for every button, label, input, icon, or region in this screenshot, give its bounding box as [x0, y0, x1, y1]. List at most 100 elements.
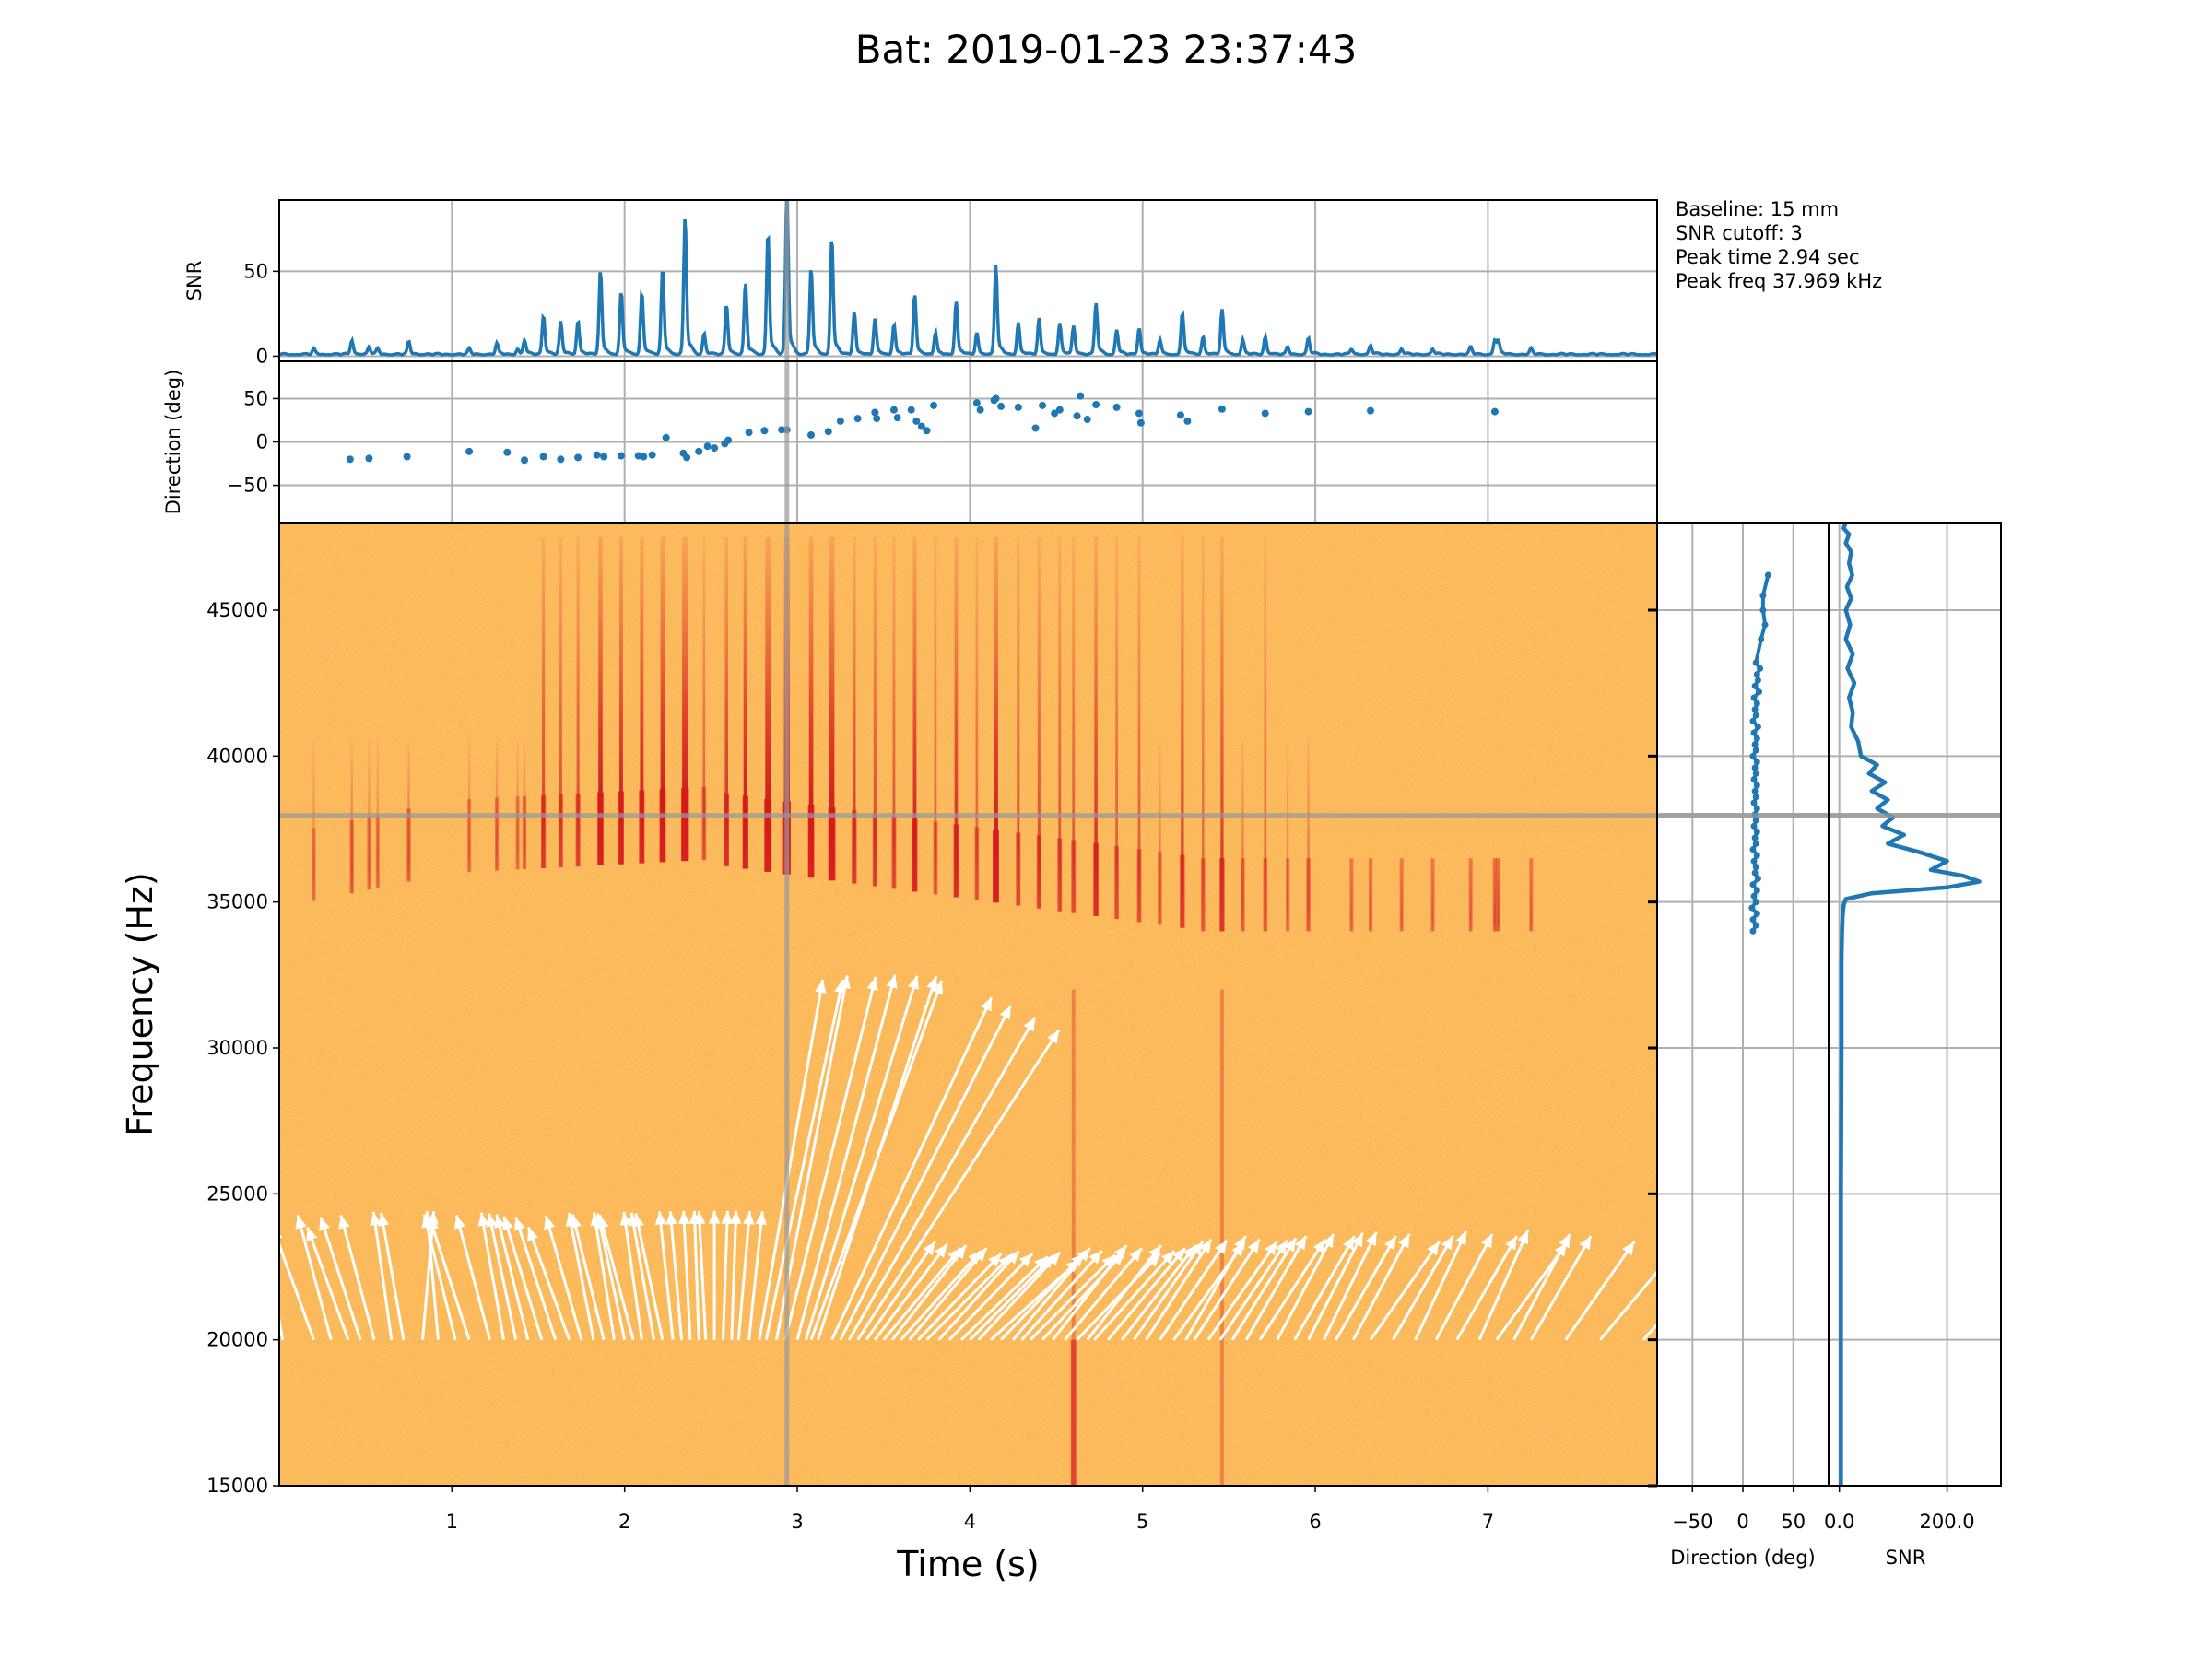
- direction-freq-point: [1761, 621, 1769, 629]
- direction-arrow: [1599, 1269, 1657, 1341]
- spec-ytick-label: 40000: [206, 745, 268, 767]
- direction-arrow: [947, 1253, 1034, 1341]
- direction-arrow: [1307, 1232, 1364, 1341]
- direction-arrowhead: [981, 997, 992, 1012]
- snr-freq-panel: 0.0 200.0 SNR: [1824, 522, 2002, 1569]
- direction-arrow: [908, 1247, 988, 1341]
- call-base: [1349, 858, 1354, 932]
- direction-arrowhead: [1365, 1231, 1377, 1247]
- direction-arrowhead: [486, 1213, 498, 1228]
- direction-arrowhead: [1148, 1245, 1161, 1260]
- direction-arrowhead: [1427, 1241, 1440, 1256]
- direction-arrow: [830, 996, 994, 1341]
- direction-arrowhead: [1284, 1238, 1297, 1253]
- direction-arrowhead: [1077, 1248, 1090, 1262]
- direction-freq-point: [1752, 794, 1759, 801]
- direction-arrowhead: [1199, 1239, 1212, 1253]
- direction-arrowhead: [1481, 1233, 1493, 1249]
- call-base: [312, 828, 316, 901]
- direction-arrowhead: [693, 1210, 706, 1225]
- direction-arrow: [306, 1226, 350, 1341]
- direction-arrow: [783, 976, 877, 1341]
- direction-freq-point: [1756, 688, 1763, 696]
- call-base: [541, 794, 547, 868]
- interference-line: [1070, 1339, 1077, 1486]
- direction-arrowhead: [1294, 1236, 1307, 1251]
- snrf-xtick-label: 0.0: [1824, 1511, 1854, 1533]
- call-streak: [1307, 741, 1310, 932]
- spec-ytick-label: 35000: [206, 891, 268, 913]
- direction-arrow: [1258, 1238, 1327, 1341]
- direction-arrowhead: [306, 1227, 318, 1241]
- direction-arrow: [1121, 1244, 1197, 1341]
- direction-arrowhead: [815, 979, 827, 994]
- direction-arrow: [692, 1210, 700, 1340]
- direction-arrow: [526, 1226, 571, 1341]
- call-base: [1368, 858, 1373, 932]
- call-base: [659, 789, 666, 863]
- call-base: [993, 830, 999, 903]
- direction-arrowhead: [988, 1253, 1002, 1267]
- direction-freq-point: [1750, 729, 1758, 736]
- direction-point: [1490, 407, 1499, 416]
- direction-arrowhead: [973, 1248, 987, 1262]
- direction-arrowhead: [1343, 1236, 1355, 1251]
- call-streak: [808, 536, 814, 878]
- direction-arrowhead: [1129, 1248, 1142, 1262]
- direction-arrow: [1230, 1237, 1298, 1341]
- direction-arrowhead: [494, 1214, 506, 1229]
- direction-freq-point: [1757, 665, 1764, 672]
- direction-arrowhead: [453, 1215, 466, 1230]
- direction-arrowhead: [369, 1212, 382, 1226]
- direction-arrow: [514, 1217, 558, 1341]
- call-streak: [407, 741, 410, 882]
- call-base: [1286, 858, 1290, 932]
- call-streak: [765, 536, 771, 872]
- direction-arrowhead: [1398, 1233, 1410, 1249]
- call-base: [1057, 838, 1063, 912]
- direction-arrow: [697, 1210, 708, 1340]
- direction-point: [648, 451, 656, 459]
- direction-arrow: [1276, 1233, 1335, 1341]
- direction-arrowhead: [319, 1217, 331, 1231]
- direction-point: [521, 456, 529, 465]
- direction-freq-point: [1753, 852, 1760, 859]
- call-base: [597, 792, 604, 865]
- call-base: [375, 815, 380, 888]
- direction-arrowhead: [839, 975, 851, 990]
- direction-arrowhead: [338, 1215, 350, 1230]
- snr-time-panel: 0 50 SNR: [183, 199, 1658, 367]
- direction-arrowhead: [1018, 1253, 1033, 1267]
- direction-point: [557, 455, 565, 464]
- call-base: [872, 813, 877, 887]
- direction-arrowhead: [1505, 1236, 1517, 1251]
- call-base: [349, 819, 354, 894]
- dirf-xlabel: Direction (deg): [1670, 1547, 1816, 1569]
- snr-ytick-label: 0: [256, 345, 268, 367]
- call-streak: [743, 536, 747, 869]
- call-streak: [853, 536, 856, 884]
- direction-arrowhead: [923, 1241, 935, 1256]
- direction-arrow: [1145, 1238, 1213, 1341]
- call-streak: [892, 536, 896, 889]
- direction-point: [346, 455, 354, 464]
- direction-arrowhead: [953, 1245, 967, 1260]
- call-streak: [1037, 536, 1041, 909]
- direction-point: [760, 427, 769, 435]
- direction-freq-point: [1753, 805, 1760, 812]
- direction-arrow: [1512, 1233, 1571, 1341]
- direction-arrowhead: [755, 1211, 768, 1226]
- direction-point: [539, 453, 547, 461]
- direction-arrowhead: [743, 1211, 755, 1225]
- direction-arrow: [629, 1212, 655, 1340]
- snrf-axes-frame: [1828, 522, 2002, 1487]
- direction-freq-panel: −50 0 50 Direction (deg): [1656, 522, 1830, 1569]
- spec-xtick-label: 3: [791, 1511, 803, 1533]
- call-streak: [1017, 536, 1020, 906]
- call-base: [1399, 858, 1404, 932]
- direction-arrow: [795, 974, 897, 1341]
- call-streak: [468, 741, 471, 872]
- direction-arrowhead: [1161, 1251, 1175, 1265]
- direction-freq-point: [1752, 864, 1759, 871]
- direction-arrow: [682, 1210, 692, 1340]
